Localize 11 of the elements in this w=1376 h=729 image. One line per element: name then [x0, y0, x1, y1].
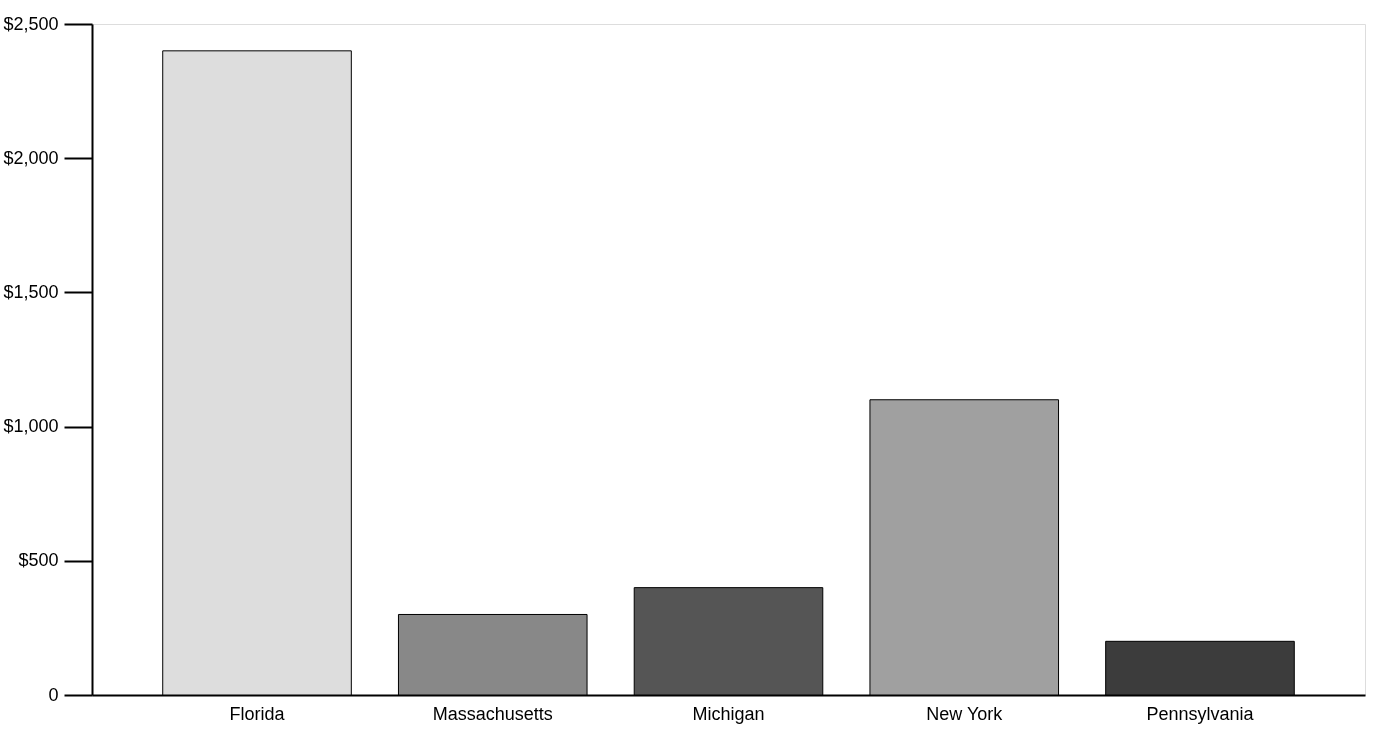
x-tick-label: Florida — [229, 703, 286, 724]
x-tick-label: Michigan — [692, 703, 765, 724]
x-tick-label: Pennsylvania — [1146, 703, 1255, 724]
y-tick-label: $500 — [18, 550, 59, 571]
y-tick-label: $2,000 — [3, 147, 59, 168]
y-tick-label: $2,500 — [3, 13, 59, 34]
y-tick-label: $1,000 — [3, 416, 59, 437]
y-tick-label: $1,500 — [3, 281, 59, 302]
x-tick-label: Massachusetts — [432, 703, 553, 724]
y-tick-label: 0 — [48, 684, 59, 705]
x-tick-label: New York — [926, 703, 1004, 724]
